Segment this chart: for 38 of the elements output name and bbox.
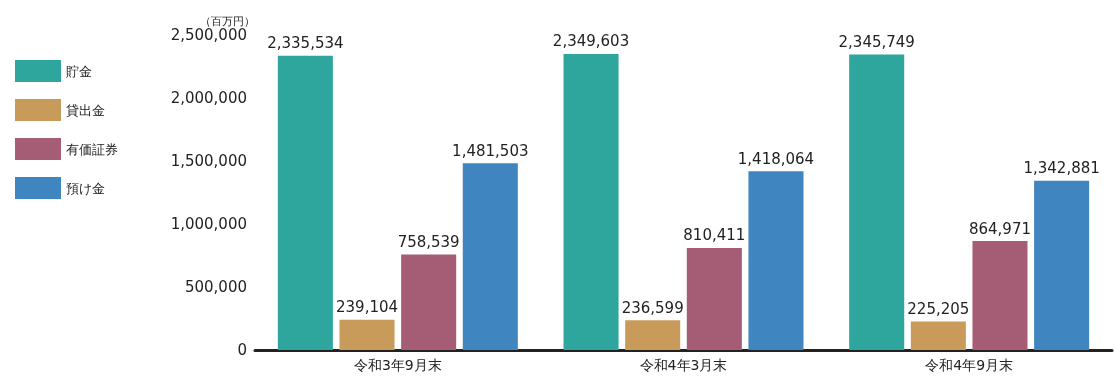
bar bbox=[1034, 180, 1090, 350]
x-tick-label: 令和4年9月末 bbox=[925, 357, 1014, 373]
bar bbox=[277, 55, 333, 350]
bar bbox=[686, 247, 742, 350]
data-label: 1,418,064 bbox=[737, 149, 815, 168]
y-tick-label: 2,000,000 bbox=[170, 89, 247, 107]
y-tick-label: 0 bbox=[237, 341, 247, 359]
data-label: 1,342,881 bbox=[1023, 159, 1100, 178]
y-tick-label: 2,500,000 bbox=[170, 26, 247, 44]
bar bbox=[339, 319, 395, 350]
data-label: 810,411 bbox=[683, 226, 746, 245]
bar bbox=[563, 53, 619, 350]
x-tick-label: 令和3年9月末 bbox=[353, 357, 442, 373]
data-label: 2,335,534 bbox=[267, 34, 344, 53]
bar bbox=[748, 171, 804, 350]
data-label: 239,104 bbox=[336, 298, 399, 317]
legend-label: 有価証券 bbox=[66, 141, 118, 157]
bar bbox=[625, 320, 681, 350]
y-axis-title: （百万円） bbox=[200, 15, 255, 28]
data-label: 864,971 bbox=[968, 219, 1031, 238]
data-label: 225,205 bbox=[907, 300, 970, 319]
legend-label: 貸出金 bbox=[66, 102, 105, 118]
data-label: 2,345,749 bbox=[838, 32, 915, 51]
data-label: 2,349,603 bbox=[552, 32, 630, 51]
bar bbox=[462, 163, 518, 350]
y-tick-label: 500,000 bbox=[184, 278, 247, 296]
x-tick-label: 令和4年3月末 bbox=[639, 357, 728, 373]
data-label: 758,539 bbox=[397, 232, 460, 251]
bar bbox=[972, 241, 1028, 350]
legend-label: 預け金 bbox=[66, 180, 105, 196]
bar bbox=[910, 321, 966, 350]
y-tick-label: 1,500,000 bbox=[170, 152, 247, 170]
bar bbox=[401, 254, 457, 350]
bar bbox=[849, 54, 905, 350]
data-label: 1,481,503 bbox=[452, 141, 529, 160]
data-label: 236,599 bbox=[621, 298, 684, 317]
y-tick-label: 1,000,000 bbox=[170, 215, 247, 233]
legend-label: 貯金 bbox=[66, 63, 92, 79]
